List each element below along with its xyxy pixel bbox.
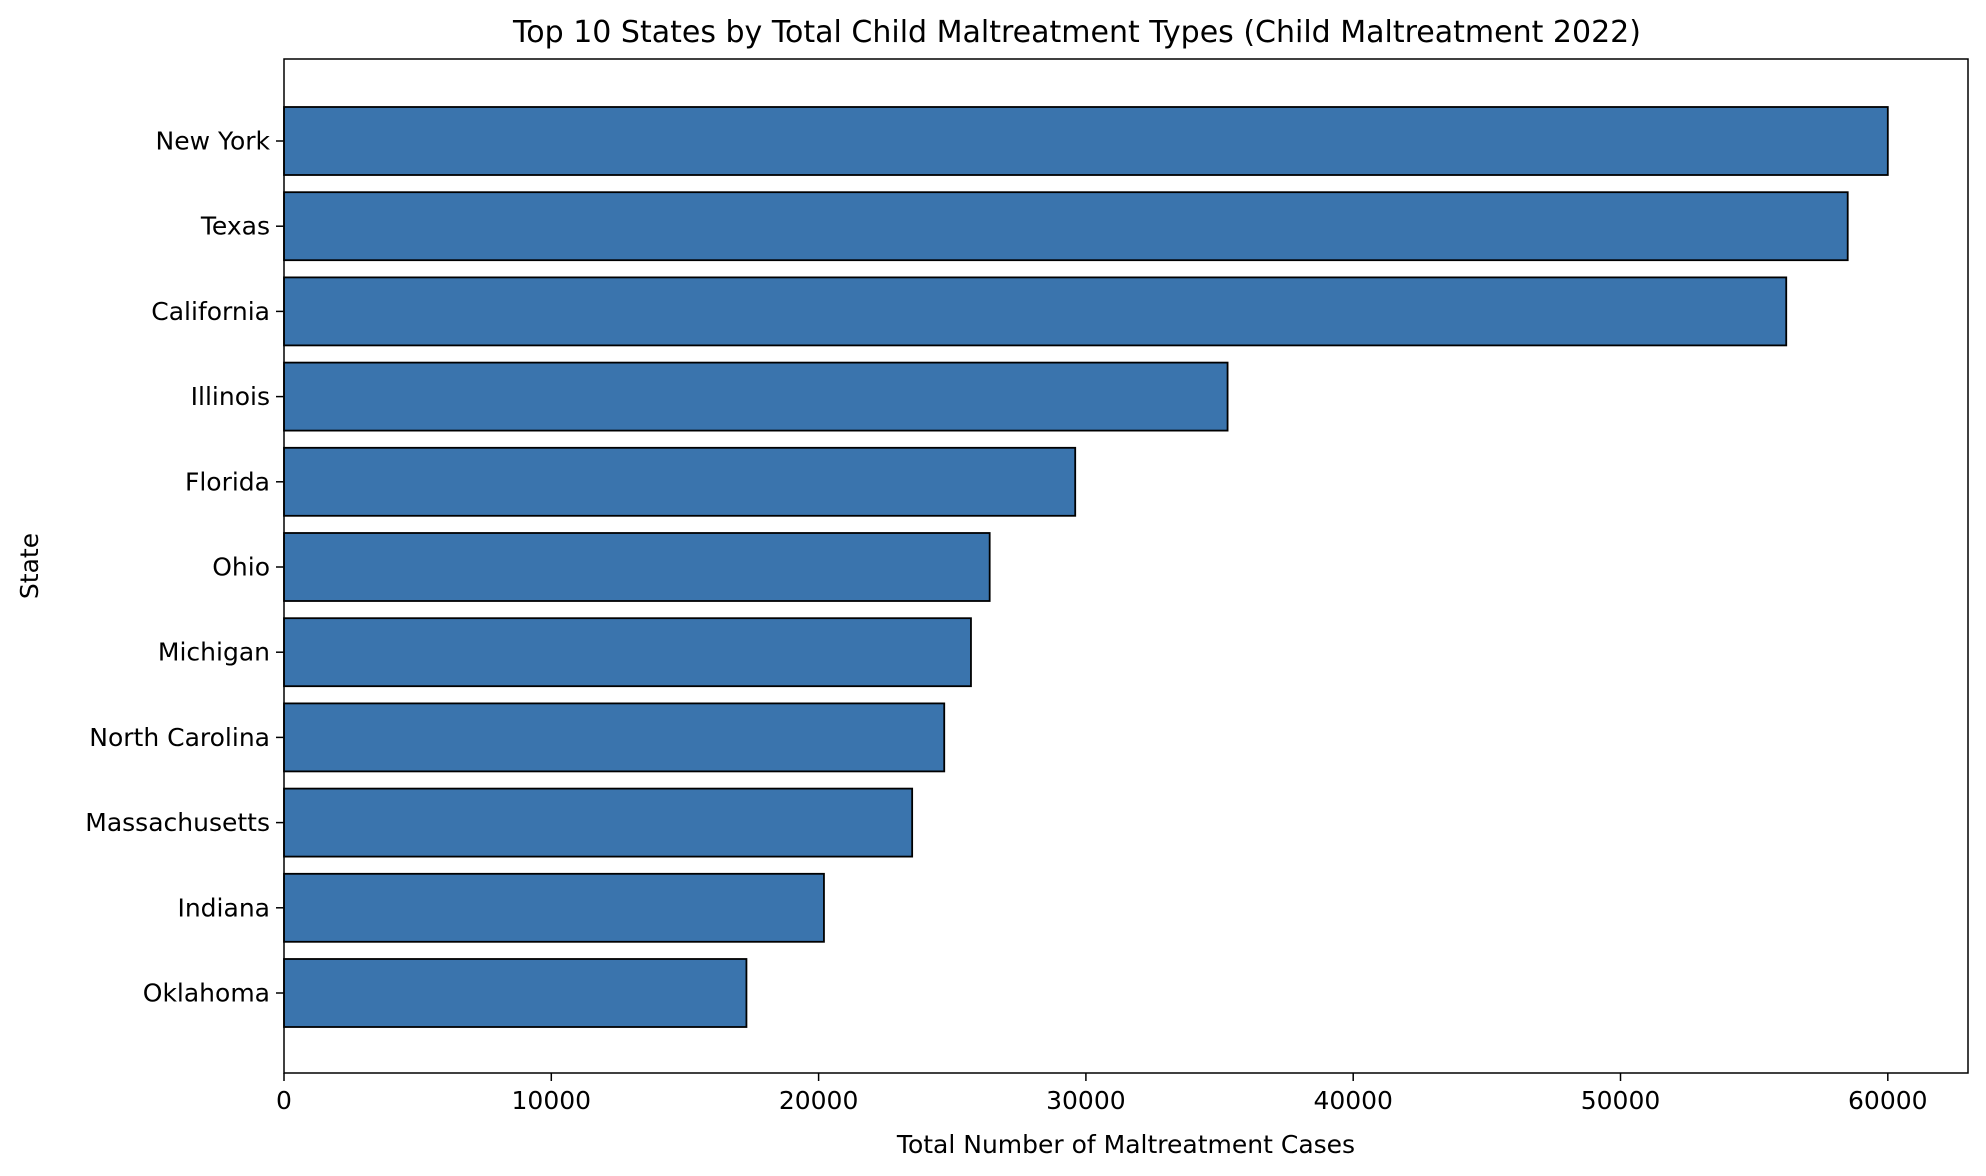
bars-group [283, 106, 1889, 1028]
y-tick-label: Illinois [191, 382, 270, 411]
x-tick-label: 30000 [1046, 1086, 1126, 1115]
x-axis-ticks: 0 10000 20000 30000 40000 50000 60000 [276, 1073, 1928, 1115]
y-tick-label: New York [156, 127, 271, 156]
bar-new-york [283, 106, 1889, 176]
x-tick-label: 40000 [1313, 1086, 1393, 1115]
bar-ohio [283, 532, 991, 602]
chart-title: Top 10 States by Total Child Maltreatmen… [512, 15, 1641, 50]
y-tick-label: North Carolina [89, 723, 270, 752]
y-tick-label: Michigan [158, 638, 270, 667]
x-tick-label: 0 [276, 1086, 292, 1115]
bar-california [283, 276, 1788, 347]
x-tick-label: 60000 [1848, 1086, 1928, 1115]
bar-illinois [283, 361, 1229, 432]
x-tick-label: 50000 [1581, 1086, 1661, 1115]
bar-texas [283, 191, 1849, 262]
bar-north-carolina [283, 702, 946, 773]
bar-oklahoma [283, 958, 748, 1028]
y-tick-label: Ohio [212, 553, 270, 582]
x-tick-label: 10000 [512, 1086, 592, 1115]
bar-massachusetts [283, 787, 914, 858]
bar-indiana [283, 872, 825, 943]
bar-florida [283, 446, 1077, 517]
y-tick-label: Oklahoma [143, 979, 270, 1008]
y-axis-ticks: New York Texas California Illinois Florida Oh… [85, 127, 284, 1008]
y-tick-label: Massachusetts [85, 808, 270, 837]
y-tick-label: Indiana [177, 893, 270, 922]
x-axis-label: Total Number of Maltreatment Cases [896, 1130, 1355, 1159]
x-tick-label: 20000 [779, 1086, 859, 1115]
plot-frame [283, 58, 1969, 1074]
bar-michigan [283, 617, 972, 688]
y-tick-label: California [151, 297, 270, 326]
y-tick-label: Texas [200, 212, 270, 241]
y-axis-label: State [15, 533, 44, 599]
y-tick-label: Florida [185, 467, 270, 496]
